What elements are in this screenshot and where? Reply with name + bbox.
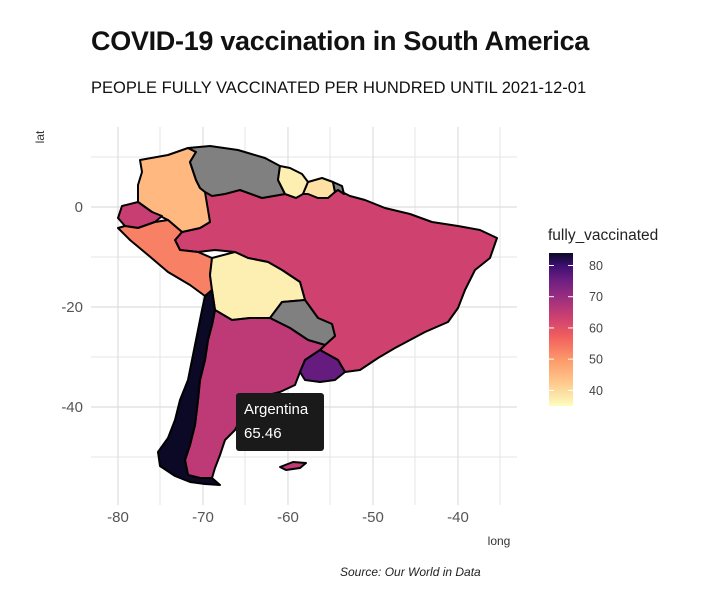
tooltip: Argentina 65.46 [236, 393, 324, 451]
legend: fully_vaccinated 80 70 60 50 40 [548, 227, 658, 406]
x-tick-label: -60 [277, 509, 299, 526]
region-suriname[interactable] [302, 177, 336, 199]
region-venezuela[interactable] [187, 145, 286, 199]
chart-subtitle: PEOPLE FULLY VACCINATED PER HUNDRED UNTI… [91, 79, 587, 97]
tooltip-region: Argentina [244, 401, 309, 418]
legend-tick-label: 60 [589, 321, 603, 335]
region-chile[interactable] [157, 289, 221, 486]
y-tick-label: 0 [75, 199, 83, 216]
x-tick-label: -70 [192, 509, 214, 526]
legend-colorbar [549, 253, 573, 406]
x-tick-label: -40 [447, 509, 469, 526]
source-caption: Source: Our World in Data [340, 565, 481, 579]
region-brazil[interactable] [174, 187, 498, 373]
x-tick-label: -80 [107, 509, 129, 526]
legend-tick-label: 40 [589, 384, 603, 398]
chart-title: COVID-19 vaccination in South America [91, 26, 590, 56]
legend-tick-label: 70 [589, 290, 603, 304]
y-axis: 0 -20 -40 lat [33, 130, 83, 416]
x-axis-title: long [488, 534, 511, 548]
y-tick-label: -20 [61, 299, 83, 316]
tooltip-value: 65.46 [244, 425, 282, 442]
region-falkland-islands[interactable] [279, 461, 307, 471]
legend-ticks: 80 70 60 50 40 [549, 259, 603, 398]
region-peru[interactable] [117, 219, 213, 297]
region-french-guiana[interactable] [332, 181, 345, 195]
x-tick-label: -50 [362, 509, 384, 526]
legend-tick-label: 50 [589, 353, 603, 367]
legend-tick-label: 80 [589, 259, 603, 273]
x-axis: -80 -70 -60 -50 -40 long [107, 509, 510, 548]
y-axis-title: lat [33, 130, 47, 143]
region-uruguay[interactable] [299, 349, 346, 383]
tooltip-box [236, 393, 324, 451]
legend-title: fully_vaccinated [548, 227, 658, 244]
y-tick-label: -40 [61, 399, 83, 416]
